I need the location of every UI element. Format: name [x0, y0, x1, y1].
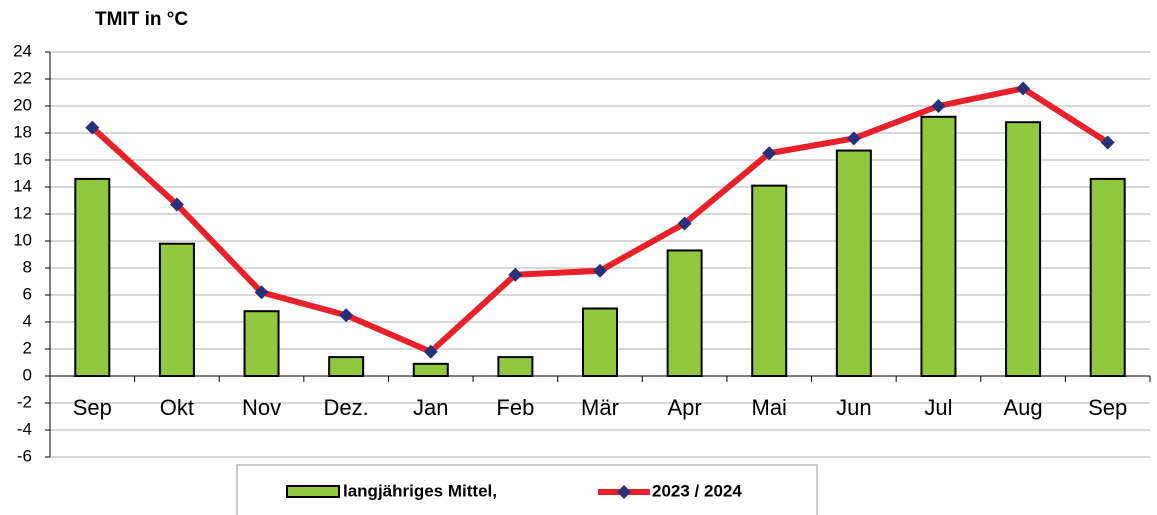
- marker: [1100, 135, 1115, 150]
- bar: [412, 362, 449, 378]
- bar: [328, 356, 365, 378]
- x-tick-label: Jul: [924, 395, 952, 420]
- legend-marker: [617, 485, 631, 499]
- marker: [846, 131, 861, 146]
- bar: [582, 307, 618, 377]
- marker: [254, 285, 269, 300]
- marker: [85, 120, 100, 135]
- bar: [666, 249, 703, 377]
- bar: [1089, 177, 1126, 377]
- marker: [339, 308, 354, 323]
- x-tick-label: Sep: [73, 395, 112, 420]
- y-tick-label: 14: [13, 176, 32, 195]
- marker: [1016, 81, 1031, 96]
- x-tick-label: Apr: [667, 395, 701, 420]
- bar: [751, 184, 788, 377]
- y-tick-label: 18: [13, 122, 32, 141]
- y-tick-label: -6: [17, 446, 32, 465]
- marker: [423, 344, 438, 359]
- y-tick-label: 10: [13, 230, 32, 249]
- x-tick-label: Jan: [413, 395, 448, 420]
- y-tick-label: -4: [17, 419, 32, 438]
- y-tick-label: 6: [23, 284, 32, 303]
- x-tick-label: Jun: [836, 395, 871, 420]
- legend-swatch: [286, 485, 340, 498]
- y-tick-label: 16: [13, 149, 32, 168]
- bar: [243, 310, 280, 378]
- bar: [835, 149, 872, 377]
- marker: [931, 99, 946, 113]
- x-tick-label: Mär: [581, 395, 619, 420]
- marker: [677, 216, 692, 231]
- y-tick-label: 24: [13, 41, 32, 60]
- bar: [74, 177, 111, 377]
- x-tick-label: Nov: [242, 395, 281, 420]
- y-tick-label: 4: [23, 311, 32, 330]
- legend-label: langjähriges Mittel,: [343, 481, 497, 500]
- legend-label: 2023 / 2024: [652, 481, 742, 500]
- y-tick-label: 0: [23, 365, 32, 384]
- y-tick-label: -2: [17, 392, 32, 411]
- bar: [1005, 121, 1042, 377]
- marker: [169, 197, 184, 212]
- x-tick-label: Feb: [496, 395, 534, 420]
- x-tick-label: Sep: [1088, 395, 1127, 420]
- x-tick-label: Okt: [160, 395, 194, 420]
- y-tick-label: 8: [23, 257, 32, 276]
- y-tick-label: 2: [23, 338, 32, 357]
- y-tick-label: 20: [13, 95, 32, 114]
- marker: [508, 267, 523, 282]
- y-tick-label: 22: [13, 68, 32, 87]
- x-tick-label: Mai: [752, 395, 787, 420]
- bar: [920, 115, 957, 378]
- marker: [762, 146, 777, 161]
- bar: [158, 242, 195, 377]
- bar: [497, 356, 534, 378]
- x-tick-label: Dez.: [324, 395, 369, 420]
- x-tick-label: Aug: [1003, 395, 1042, 420]
- marker: [593, 263, 607, 278]
- y-tick-label: 12: [13, 203, 32, 222]
- chart-title: TMIT in °C: [95, 9, 188, 30]
